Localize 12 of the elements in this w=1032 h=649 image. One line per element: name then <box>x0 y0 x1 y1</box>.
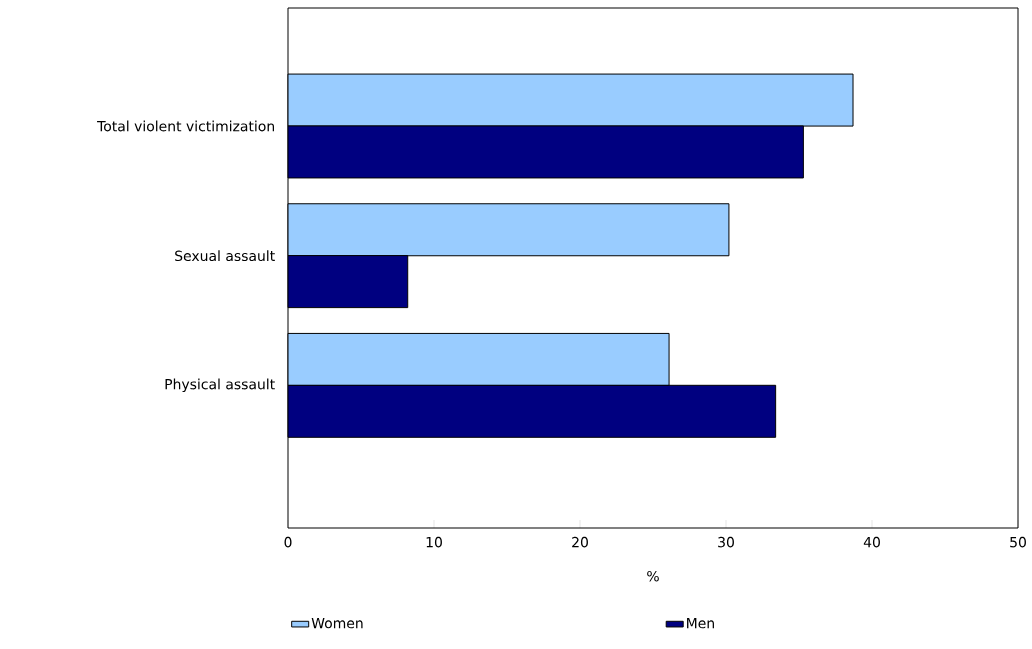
x-tick-label: 40 <box>863 536 880 548</box>
x-axis-title: % <box>647 570 659 582</box>
y-tick-label: Physical assault <box>165 378 275 393</box>
x-tick-label: 20 <box>572 536 588 548</box>
x-tick-label: 30 <box>718 536 734 548</box>
legend-label: Men <box>687 617 714 629</box>
x-tick-label: 50 <box>1010 536 1026 548</box>
y-tick-label: Sexual assault <box>175 250 275 262</box>
x-tick-label: 10 <box>426 536 442 548</box>
x-tick-label: 0 <box>284 536 292 548</box>
legend-label: Women <box>311 617 363 629</box>
y-tick-label: Total violent victimization <box>97 120 274 132</box>
